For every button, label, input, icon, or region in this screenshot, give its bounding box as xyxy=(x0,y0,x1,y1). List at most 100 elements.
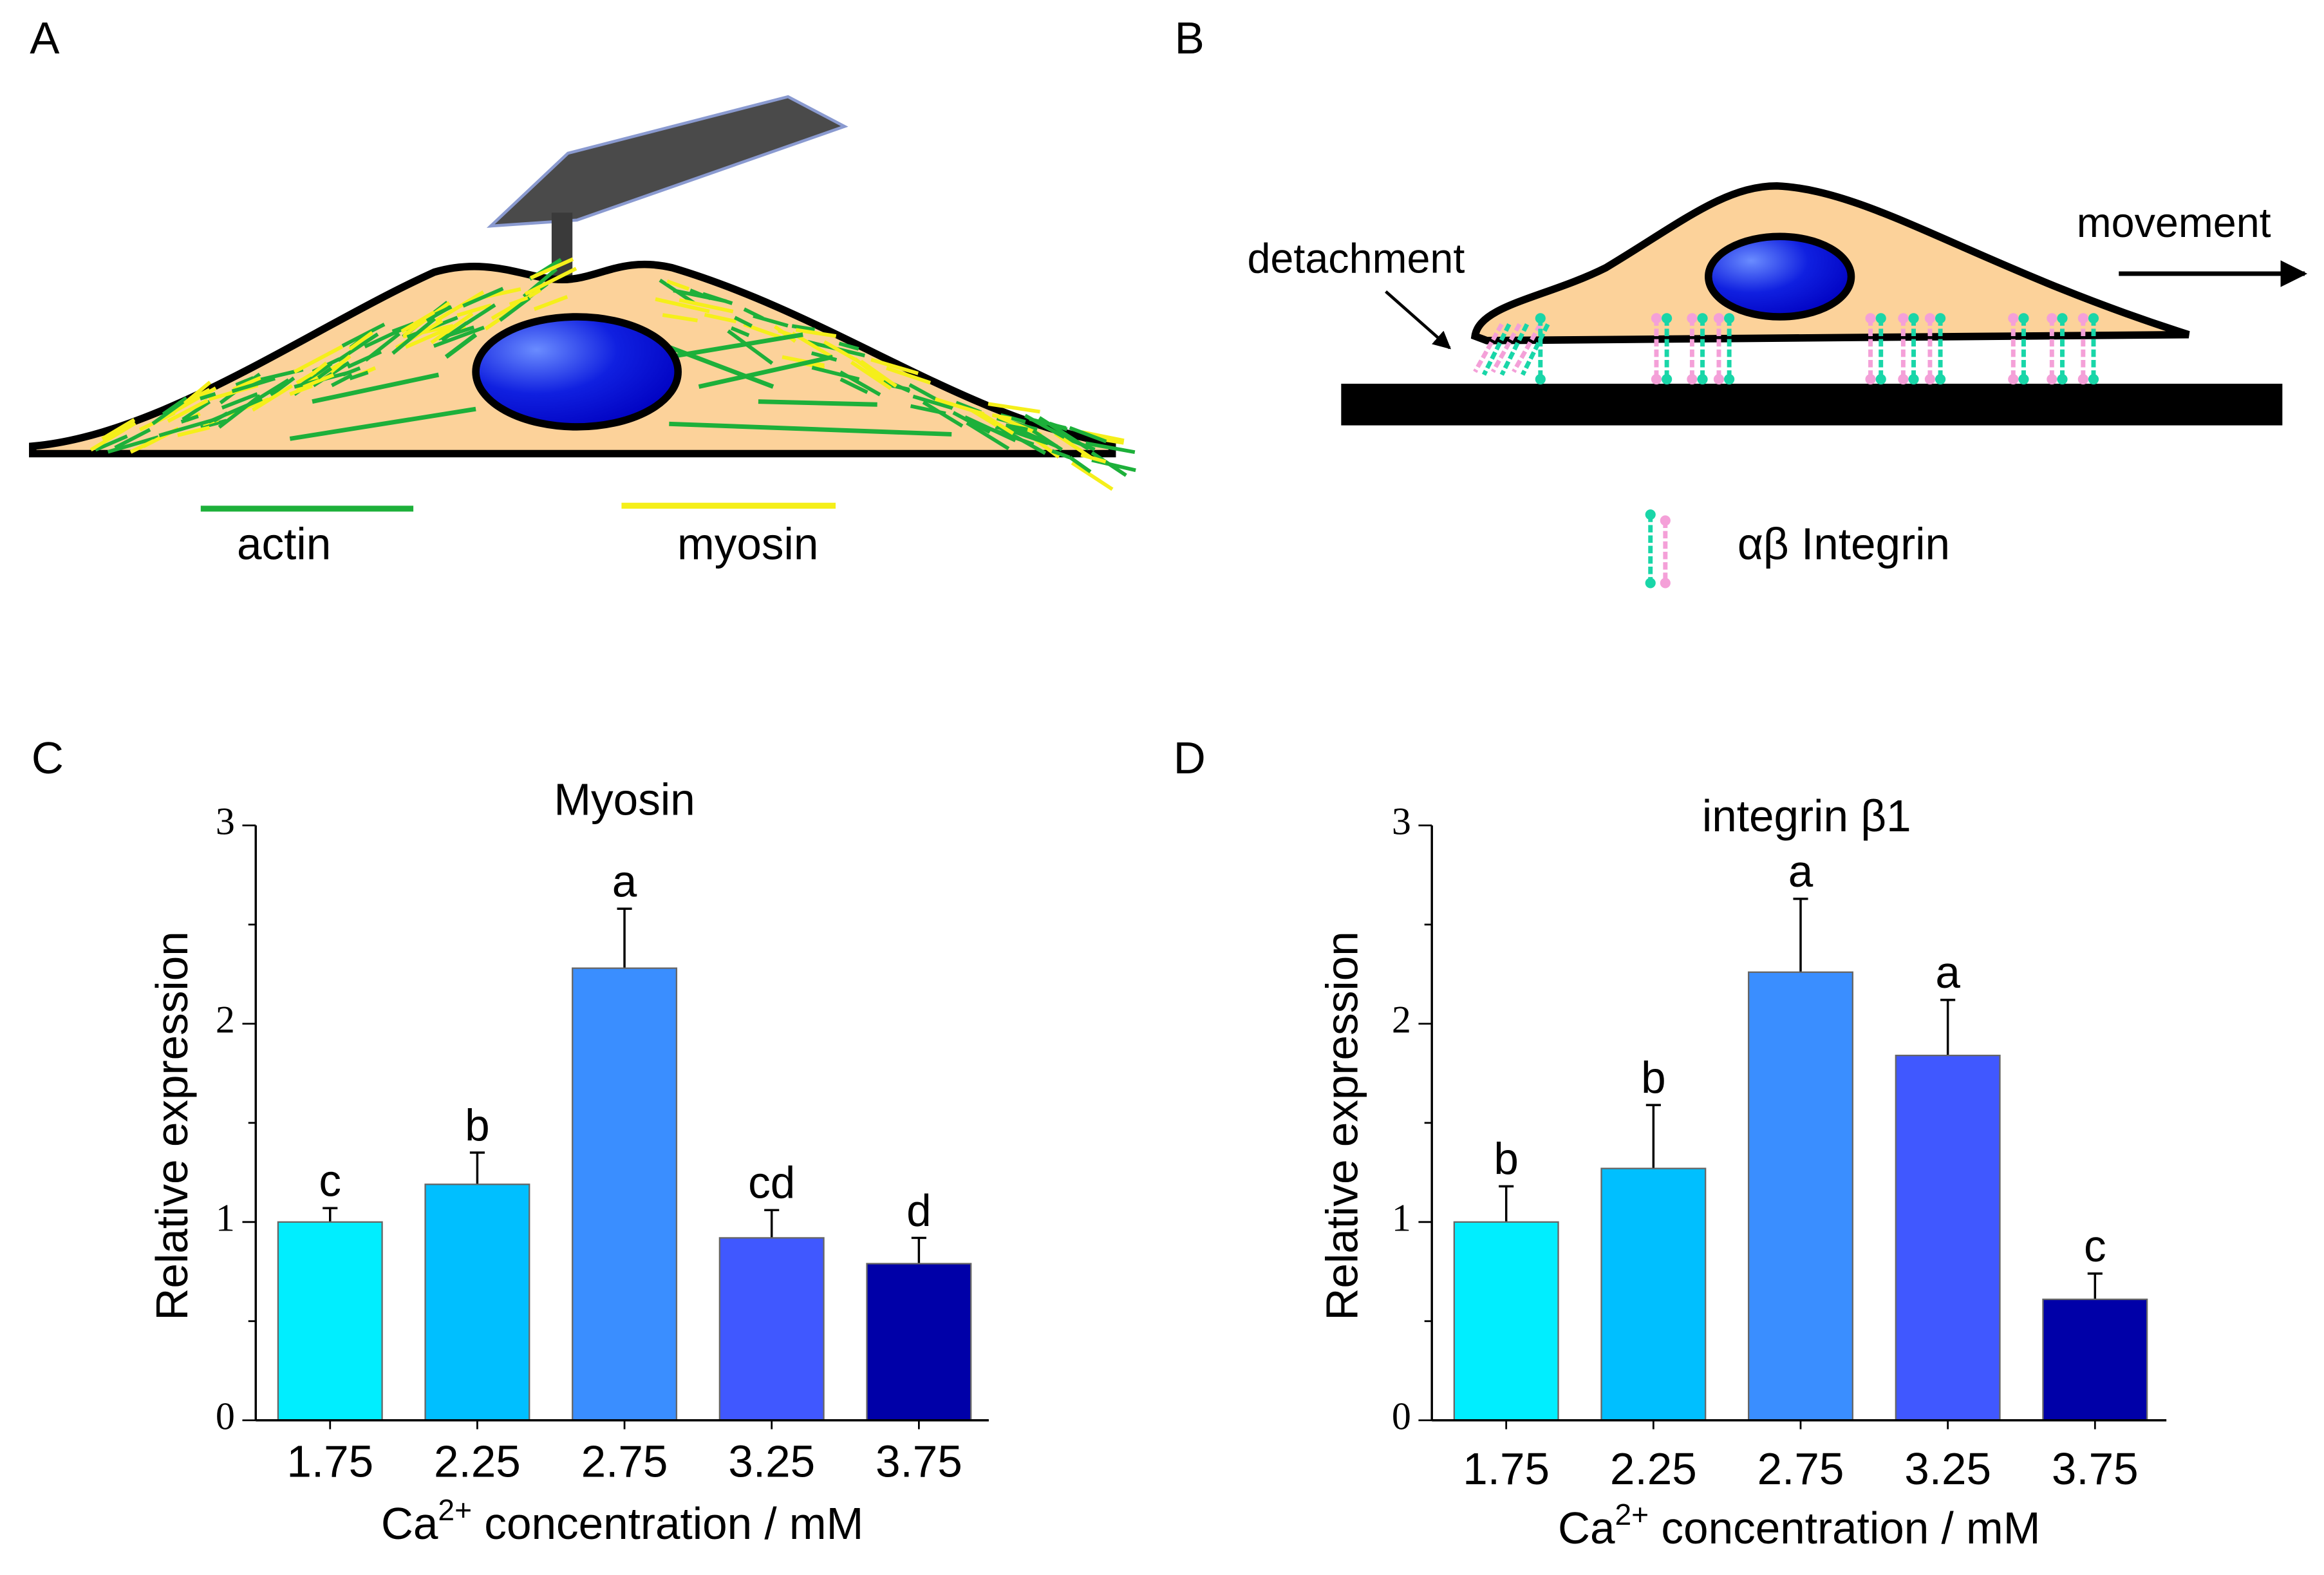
integrin-foot xyxy=(2018,373,2029,385)
integrin-foot xyxy=(1865,373,1876,385)
integrin xyxy=(1481,323,1512,376)
fiber xyxy=(530,257,574,280)
fiber xyxy=(212,411,229,423)
panel-label: D xyxy=(1174,733,1206,783)
integrin-head xyxy=(1935,313,1946,324)
integrin-foot xyxy=(1687,373,1698,385)
fiber xyxy=(1024,413,1065,439)
bar-annotation: a xyxy=(612,856,637,907)
integrin-head xyxy=(1924,313,1936,324)
fiber xyxy=(1080,453,1107,464)
bar xyxy=(2042,1298,2148,1421)
fiber xyxy=(177,426,211,437)
fiber xyxy=(430,312,474,344)
integrin-head xyxy=(2088,313,2099,324)
fiber xyxy=(107,435,159,454)
integrin-foot xyxy=(2057,373,2068,385)
fiber xyxy=(498,296,531,322)
integrin-head xyxy=(1908,313,1919,324)
fiber xyxy=(171,381,212,415)
fiber xyxy=(1071,461,1114,491)
integrin-head xyxy=(2057,313,2068,324)
x-tick-label: 3.25 xyxy=(1904,1444,1991,1494)
y-tick-label: 1 xyxy=(1392,1196,1411,1240)
bar-annotation: d xyxy=(906,1185,932,1236)
integrin-head xyxy=(1535,313,1546,324)
integrin-head xyxy=(1651,313,1662,324)
fiber xyxy=(129,439,155,454)
integrin-foot xyxy=(1724,373,1735,385)
fiber xyxy=(400,310,435,334)
fiber xyxy=(988,402,1040,414)
fiber xyxy=(346,350,382,369)
x-tick-label: 2.25 xyxy=(434,1436,521,1486)
fiber xyxy=(655,297,710,314)
fiber xyxy=(293,344,343,374)
nucleus xyxy=(472,313,682,431)
x-tick-label: 2.25 xyxy=(1610,1444,1697,1494)
x-tick-label: 1.75 xyxy=(1463,1444,1550,1494)
fiber xyxy=(533,295,568,311)
fiber xyxy=(182,400,211,421)
x-axis-label: Ca2+ concentration / mM xyxy=(1558,1498,2040,1553)
fiber xyxy=(405,326,451,349)
fiber xyxy=(433,325,485,348)
integrin-foot xyxy=(2047,373,2057,385)
fiber xyxy=(524,267,577,296)
fiber xyxy=(151,400,185,426)
y-axis-label: Relative expression xyxy=(147,931,197,1320)
fiber xyxy=(839,370,881,397)
bar-annotation: cd xyxy=(748,1158,795,1208)
fiber xyxy=(337,332,379,362)
fiber xyxy=(986,426,1035,446)
integrin xyxy=(1473,323,1504,373)
integrin-head xyxy=(2008,313,2019,324)
x-axis-label-part: concentration / mM xyxy=(472,1498,863,1549)
integrin-head xyxy=(1662,313,1673,324)
fiber xyxy=(730,326,750,337)
x-axis-label-part: Ca xyxy=(1558,1503,1615,1553)
integrin-foot xyxy=(1935,373,1946,385)
x-axis-label-part: 2+ xyxy=(1615,1498,1649,1531)
nucleus xyxy=(1705,232,1855,321)
bar-annotation: b xyxy=(465,1100,490,1150)
integrin-head xyxy=(1645,509,1656,520)
y-tick-label: 3 xyxy=(1392,800,1411,843)
fiber xyxy=(232,376,261,391)
integrin xyxy=(1490,323,1522,373)
y-tick-label: 3 xyxy=(216,800,235,843)
fiber xyxy=(758,399,877,407)
y-tick-label: 2 xyxy=(216,998,235,1041)
arrow xyxy=(1385,290,1451,350)
chart-title: integrin β1 xyxy=(1702,791,1911,841)
x-axis-label-part: 2+ xyxy=(438,1493,472,1527)
fiber xyxy=(922,401,964,428)
integrin-head xyxy=(1898,313,1909,324)
fiber xyxy=(101,418,136,440)
integrin-head xyxy=(1724,313,1735,324)
fiber xyxy=(1085,441,1136,455)
legend-label: actin xyxy=(237,518,331,569)
fiber xyxy=(795,328,837,338)
fiber xyxy=(95,434,128,452)
fiber xyxy=(180,414,199,424)
fiber xyxy=(1011,425,1058,448)
bar-annotation: a xyxy=(1935,947,1960,997)
fiber xyxy=(218,394,261,429)
x-tick-label: 3.75 xyxy=(876,1436,962,1486)
fiber xyxy=(727,329,774,365)
fiber xyxy=(1038,416,1090,451)
fiber xyxy=(309,361,328,377)
fiber xyxy=(1051,449,1071,460)
panel-label: C xyxy=(32,733,64,783)
bar-annotation: c xyxy=(2084,1221,2106,1271)
integrin-foot xyxy=(1535,373,1546,385)
fiber xyxy=(886,366,932,385)
integrin xyxy=(1512,323,1542,373)
fiber xyxy=(158,417,215,438)
integrin-head xyxy=(1713,313,1725,324)
bar xyxy=(1453,1221,1559,1421)
fiber xyxy=(791,324,816,332)
fibers xyxy=(89,257,1136,491)
